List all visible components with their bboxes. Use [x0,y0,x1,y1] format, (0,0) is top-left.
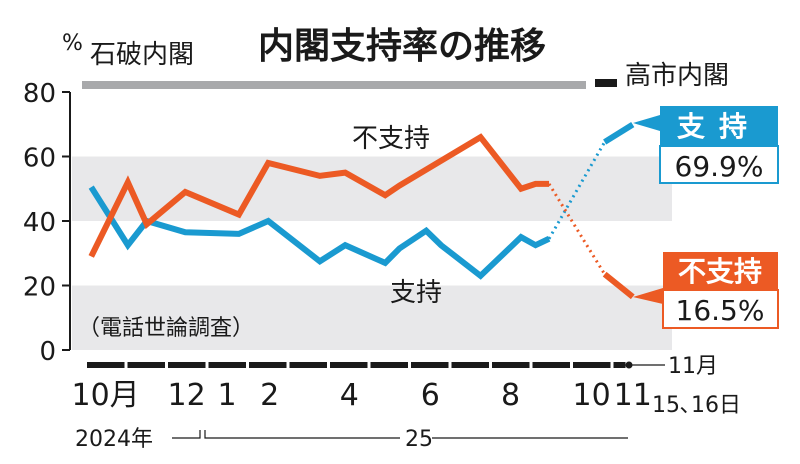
year-label-2025: 25 [405,427,433,452]
y-unit-label: % [62,31,83,56]
month-dash [87,362,125,368]
approve-callout-value: 69.9% [675,150,764,183]
latest-date-days: 15､16日 [652,393,741,418]
month-dash [127,362,165,368]
month-dash [613,362,626,368]
chart-title: 内閣支持率の推移 [258,26,546,67]
y-axis: 0 20 40 60 80 [23,79,71,367]
approve-transition-dotted [547,141,606,240]
disapprove-callout: 不支持 16.5% [633,252,779,329]
approve-line-takaichi [603,122,635,145]
y-tick-label: 20 [23,273,56,303]
x-tick-label: 4 [340,378,359,413]
month-dash [249,362,287,368]
year-label-2024: 2024年 [75,427,153,452]
latest-date-month: 11月 [668,354,718,379]
x-tick-label: 6 [421,378,440,413]
cabinet-label-takaichi: 高市内閣 [625,61,729,91]
x-axis: 10月 12 1 2 4 6 8 10 11 [72,361,652,413]
month-dash [330,362,368,368]
y-tick-label: 40 [23,208,56,238]
x-tick-label: 10月 [72,378,140,413]
month-dash [492,362,530,368]
disapprove-callout-value: 16.5% [676,294,765,327]
x-tick-label: 12 [168,378,206,413]
month-dash [451,362,489,368]
series-label-approve: 支持 [390,278,442,308]
month-dash [370,362,408,368]
survey-note: （電話世論調査） [78,316,254,341]
approve-callout: 支持 69.9% [633,106,779,184]
ishiba-cabinet-bar [82,81,586,89]
y-tick-label: 60 [23,144,56,174]
month-dash [168,362,206,368]
x-tick-label: 10 [573,378,611,413]
month-dash [208,362,246,368]
year-bracket [172,430,628,439]
x-tick-label: 1 [218,378,237,413]
takaichi-cabinet-bar [595,79,617,87]
disapprove-line-takaichi [602,271,635,300]
x-tick-label: 2 [260,378,279,413]
x-tick-label: 8 [501,378,520,413]
disapprove-callout-label: 不支持 [678,255,762,288]
approve-line-ishiba [88,185,551,280]
cabinet-label-ishiba: 石破内閣 [90,40,194,70]
month-dash [532,362,570,368]
series-label-disapprove: 不支持 [352,124,430,154]
disapprove-line-ishiba [88,133,550,258]
x-tick-label: 11 [614,378,652,413]
month-dash [289,362,327,368]
approve-callout-label: 支持 [677,110,761,143]
latest-survey-dot [625,361,633,369]
month-dash [411,362,449,368]
grid-band [72,285,672,350]
y-tick-label: 0 [39,337,56,367]
month-dash [573,362,611,368]
series-lines [88,122,635,300]
y-tick-label: 80 [23,79,56,109]
